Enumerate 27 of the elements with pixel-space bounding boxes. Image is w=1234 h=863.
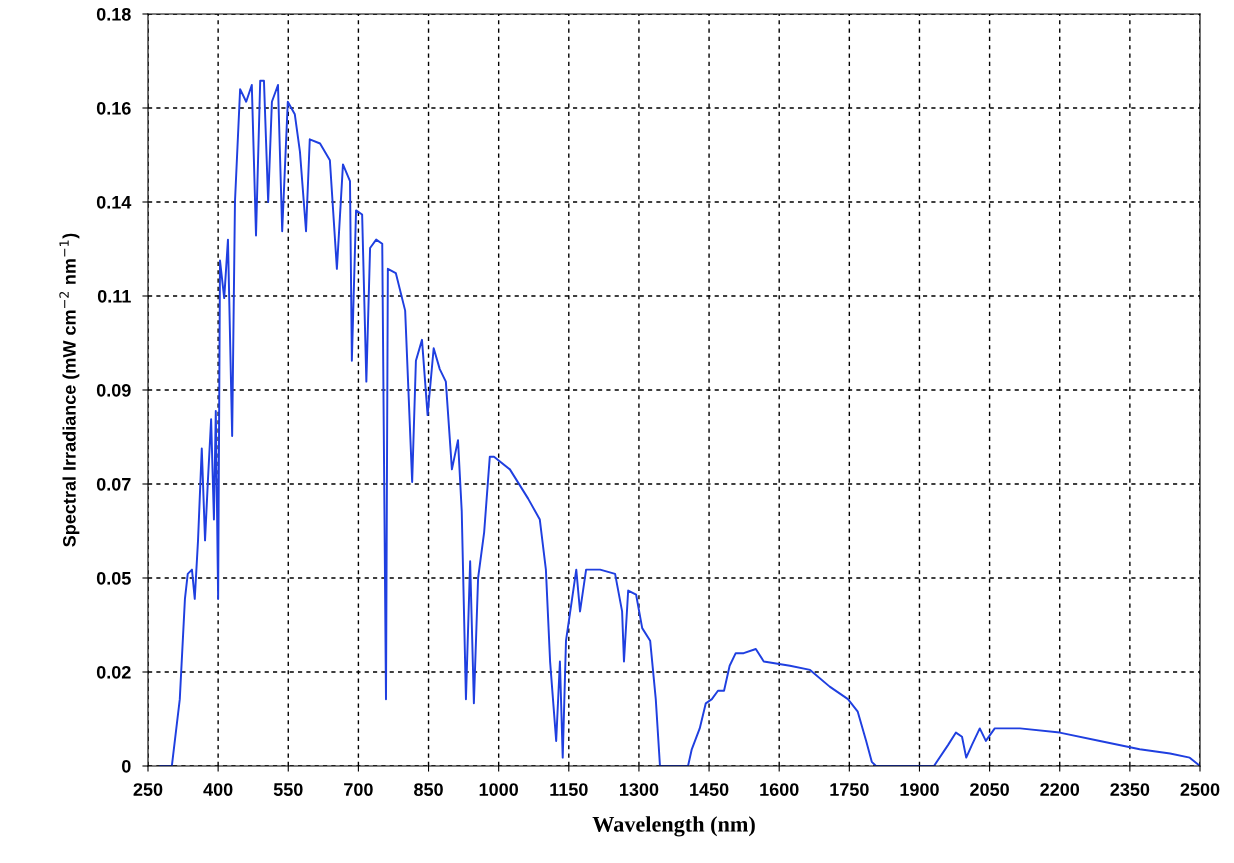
x-tick-label: 1000: [479, 783, 519, 796]
x-tick-label: 1900: [900, 783, 939, 796]
x-tick-label: 1750: [830, 783, 869, 796]
y-tick-label: 0.14: [96, 195, 132, 209]
x-tick-label: 700: [344, 783, 373, 796]
y-tick-label: 0.18: [96, 7, 131, 21]
x-tick-label: 250: [133, 783, 163, 796]
x-tick-label: 1450: [690, 783, 729, 796]
x-tick-label: 2200: [1040, 783, 1080, 796]
x-tick-label: 2350: [1110, 783, 1150, 796]
y-tick-label: 0.09: [96, 383, 131, 397]
x-tick-label: 550: [273, 783, 303, 796]
x-axis-title: Wavelength (nm): [592, 816, 755, 837]
y-tick-label: 0.11: [97, 289, 131, 303]
x-tick-label: 2500: [1180, 783, 1220, 796]
y-tick-label: 0: [122, 759, 131, 773]
x-tick-label: 1300: [619, 783, 659, 796]
x-tick-label: 2050: [970, 783, 1009, 796]
x-tick-label: 1600: [760, 783, 799, 796]
y-tick-label: 0.05: [96, 571, 131, 585]
y-tick-label: 0.02: [96, 665, 131, 679]
x-tick-label: 1150: [550, 783, 588, 796]
y-tick-label: 0.16: [96, 101, 131, 115]
x-tick-label: 400: [203, 783, 233, 796]
y-axis-title: Spectral Irradiance (mW cm$^{−2}$ nm$^{−1}$): [59, 233, 80, 547]
x-tick-label: 850: [414, 783, 443, 796]
y-tick-label: 0.07: [96, 477, 131, 491]
